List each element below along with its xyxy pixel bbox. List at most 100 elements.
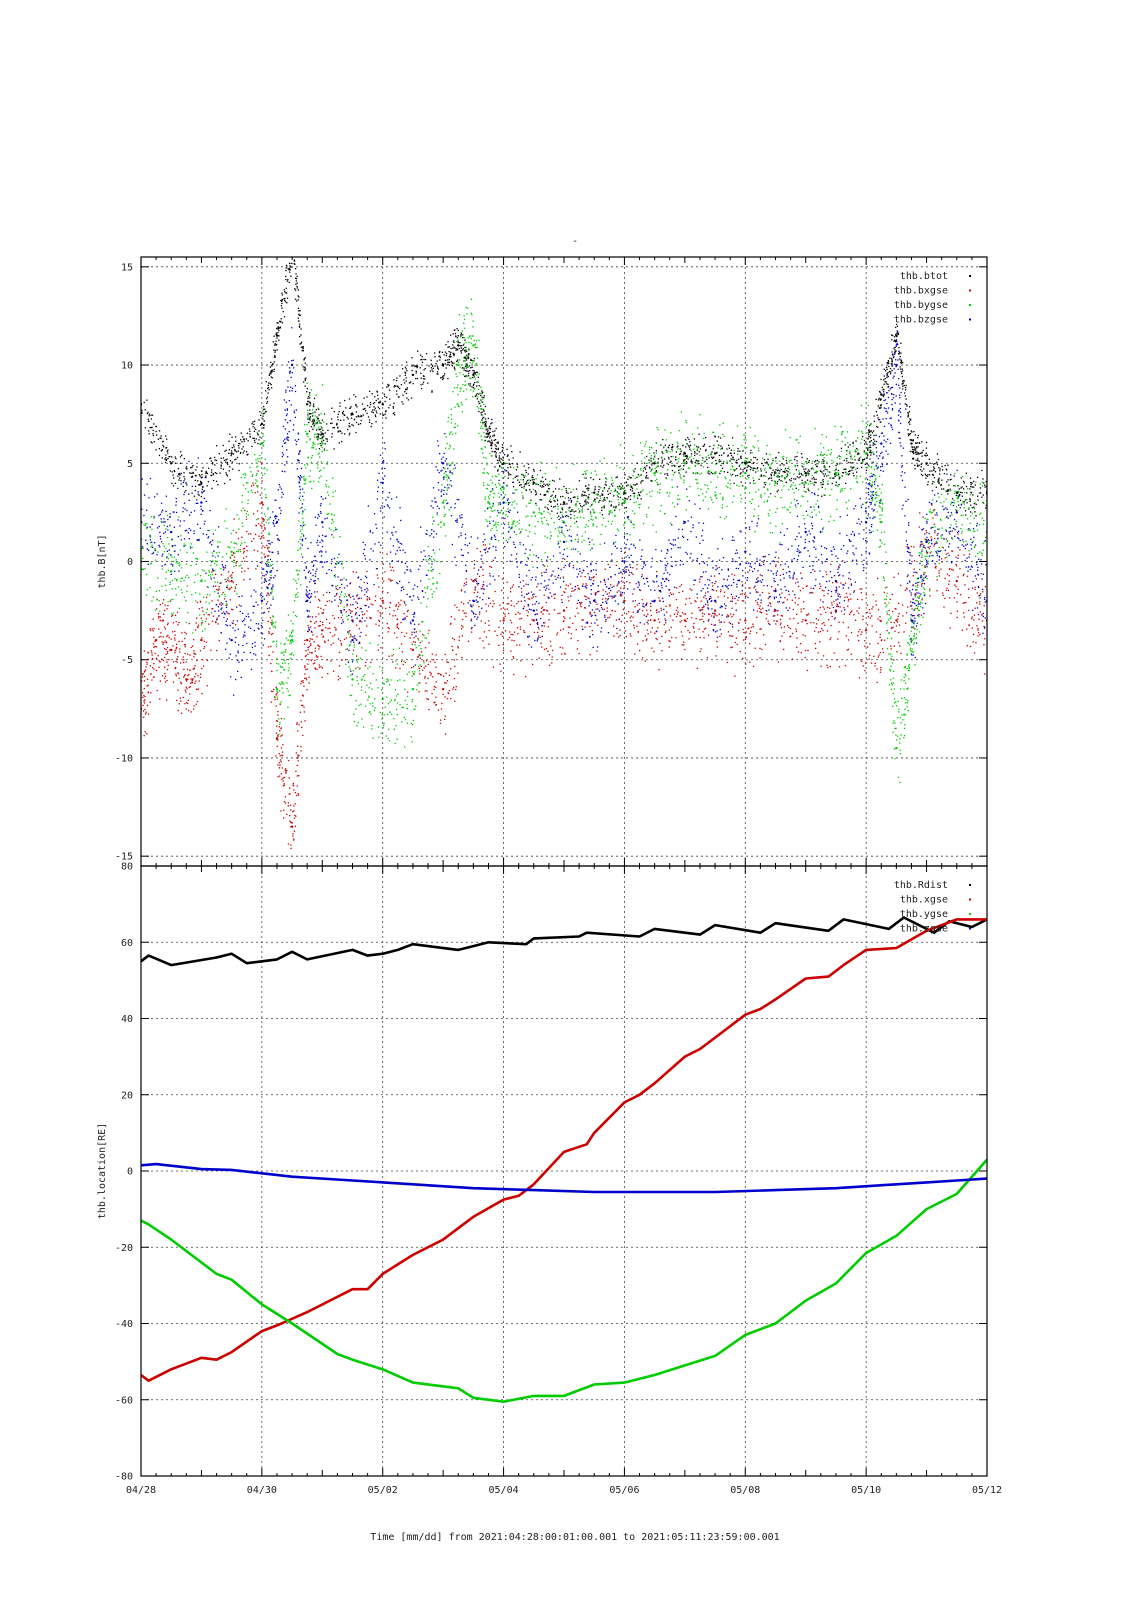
data-point [476, 584, 479, 586]
data-point [911, 555, 913, 557]
data-point [435, 686, 437, 688]
data-point [957, 576, 959, 578]
data-point [854, 459, 856, 461]
data-point [752, 626, 754, 628]
data-point [916, 572, 918, 574]
data-point [361, 415, 363, 418]
data-point [277, 328, 279, 330]
data-point [174, 614, 177, 616]
data-point [453, 341, 455, 343]
data-point [435, 362, 437, 365]
data-point [368, 421, 371, 423]
data-point [446, 680, 449, 682]
data-point [255, 533, 257, 536]
data-point [271, 377, 273, 379]
data-point [237, 450, 239, 452]
data-point [445, 355, 447, 357]
data-point [201, 692, 203, 695]
data-point [385, 411, 387, 413]
data-point [175, 562, 177, 564]
data-point [318, 613, 320, 615]
data-point [273, 356, 276, 358]
data-point [933, 509, 936, 511]
data-point [625, 635, 627, 638]
data-point [871, 608, 873, 610]
data-point [981, 614, 983, 616]
data-point [749, 461, 751, 463]
data-point [394, 385, 396, 387]
data-point [494, 430, 496, 432]
data-point [913, 446, 916, 448]
data-point [268, 611, 270, 613]
data-point [576, 648, 578, 650]
data-point [253, 423, 255, 426]
data-point [604, 499, 606, 501]
data-point [894, 608, 896, 610]
data-point [907, 433, 909, 435]
data-point [977, 495, 979, 497]
data-point [723, 621, 725, 623]
data-point [659, 599, 661, 602]
data-point [489, 572, 491, 575]
data-point [429, 671, 431, 673]
data-point [731, 607, 733, 609]
data-point [691, 612, 693, 614]
data-point [732, 456, 734, 458]
data-point [950, 474, 952, 476]
data-point [276, 720, 278, 722]
data-point [730, 600, 732, 602]
data-point [925, 447, 928, 449]
data-point [602, 490, 604, 492]
data-point [796, 455, 798, 458]
data-point [247, 440, 249, 442]
data-point [326, 600, 328, 603]
data-point [143, 680, 146, 682]
data-point [721, 447, 723, 449]
data-point [901, 368, 903, 370]
data-point [929, 595, 931, 597]
data-point [437, 373, 439, 375]
data-point [532, 483, 534, 485]
data-point [421, 669, 424, 671]
data-point [337, 588, 339, 590]
data-point [830, 611, 832, 613]
data-point [976, 625, 978, 627]
data-point [184, 652, 186, 655]
data-point [277, 776, 279, 778]
data-point [806, 614, 809, 616]
data-point [200, 579, 203, 581]
data-point [795, 628, 797, 630]
data-point [859, 588, 861, 590]
data-point [294, 268, 297, 270]
data-point [197, 480, 199, 482]
data-point [489, 431, 491, 433]
data-point [615, 476, 617, 479]
data-point [488, 624, 490, 626]
data-point [297, 793, 299, 795]
data-point [417, 656, 419, 658]
data-point [642, 640, 644, 642]
data-point [235, 564, 237, 567]
data-point [248, 533, 250, 535]
data-point [983, 644, 985, 646]
data-point [420, 377, 422, 379]
data-point [815, 463, 817, 466]
data-point [420, 359, 422, 361]
data-point [340, 642, 342, 645]
data-point [273, 361, 275, 363]
data-point [893, 336, 896, 338]
anchor-point [955, 491, 958, 494]
data-point [687, 458, 689, 460]
data-point [276, 725, 278, 727]
data-point [522, 580, 524, 582]
data-point [220, 604, 222, 606]
data-point [146, 523, 148, 525]
data-point [575, 629, 577, 631]
data-point [893, 576, 895, 578]
data-point [740, 468, 742, 470]
data-point [907, 413, 909, 415]
data-point [293, 838, 295, 840]
data-point [299, 314, 302, 316]
data-point [899, 356, 901, 358]
data-point [728, 444, 730, 446]
